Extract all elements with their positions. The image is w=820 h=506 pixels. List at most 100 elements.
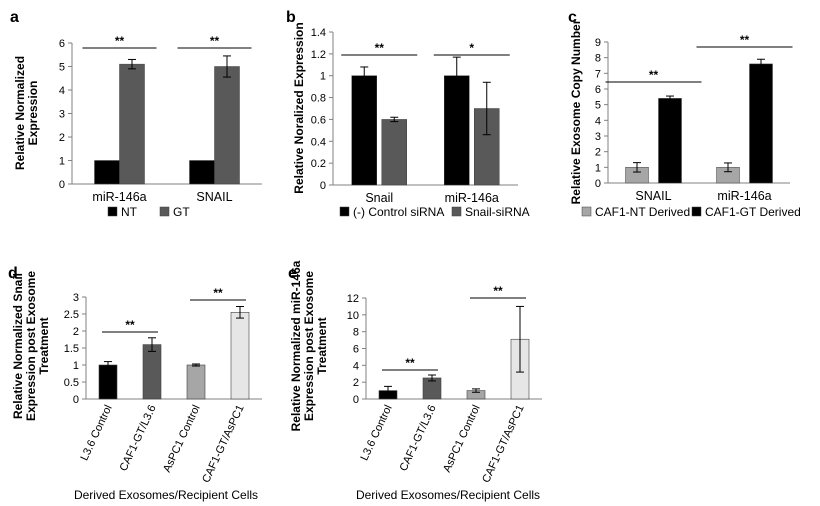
y-tick-label: 0.2 (311, 158, 326, 170)
y-tick-label: 0.6 (311, 114, 326, 126)
panel-d: d 0 0.5 1 1.5 2 2.5 3 Relative Normalized Snail E… (8, 265, 262, 502)
bar (186, 364, 206, 400)
legend-swatch (339, 206, 350, 217)
y-tick-label: 2 (595, 147, 601, 159)
y-tick-label: 2.5 (64, 309, 79, 321)
y-tick-label: 1 (320, 71, 326, 83)
significance-label: ** (125, 318, 135, 332)
y-tick-label: 1 (73, 360, 79, 372)
y-tick-label: 9 (595, 37, 601, 49)
y-axis-label: Relative Noralized Expression (292, 22, 306, 193)
legend-swatch (107, 206, 118, 217)
y-tick-label: 1.5 (64, 343, 79, 355)
y-tick-label: 0.8 (311, 93, 326, 105)
y-axis-label: Relative Normalized miR-146a (289, 260, 303, 431)
x-category-label: SNAIL (635, 189, 671, 203)
y-axis-label: Relative Normalized Snail (11, 273, 25, 419)
x-category-label: miR-146a (445, 191, 499, 205)
significance-label: ** (375, 41, 385, 55)
y-tick-label: 5 (595, 100, 601, 112)
panel-letter: c (568, 9, 577, 26)
bar (749, 63, 773, 184)
x-axis-label: Derived Exosomes/Recipient Cells (74, 488, 258, 502)
bar (119, 63, 145, 185)
x-category-label: CAF1-GT/AsPC1 (200, 403, 247, 485)
panel-letter: d (8, 265, 18, 282)
x-category-label: SNAIL (196, 190, 232, 204)
significance-label: ** (213, 286, 223, 300)
panel-letter: e (288, 265, 297, 282)
y-axis-label: Expression post Exosome (24, 271, 38, 421)
y-tick-label: 1.2 (311, 49, 326, 61)
y-tick-label: 3 (59, 109, 65, 121)
bar (94, 160, 120, 185)
y-tick-label: 6 (353, 344, 359, 356)
y-tick-label: 6 (59, 38, 65, 50)
legend-label: Snail-siRNA (465, 205, 530, 219)
y-tick-label: 3 (595, 131, 601, 143)
legend-swatch (581, 206, 592, 217)
bar (189, 160, 215, 185)
y-tick-label: 4 (595, 115, 601, 127)
significance-label: ** (493, 284, 503, 298)
y-tick-label: 12 (347, 293, 359, 305)
y-tick-label: 8 (353, 327, 359, 339)
significance-label: ** (405, 356, 415, 370)
y-tick-label: 2 (353, 377, 359, 389)
bar (658, 98, 682, 184)
panel-letter: a (10, 9, 19, 26)
legend-swatch (159, 206, 170, 217)
panel-letter: b (286, 9, 296, 26)
y-axis-label: Treatment (37, 317, 51, 374)
x-category-label: Snail (365, 191, 393, 205)
x-category-label: CAF1-GT/L3.6 (398, 403, 439, 473)
y-tick-label: 0.5 (64, 377, 79, 389)
legend-label: CAF1-NT Derived (595, 205, 690, 219)
y-tick-label: 8 (595, 53, 601, 65)
y-tick-label: 1 (595, 162, 601, 174)
significance-label: ** (115, 34, 125, 48)
y-axis-label: Relative Exosome Copy Number (569, 19, 583, 204)
y-axis-label: Expression (26, 81, 40, 146)
bar (214, 66, 240, 185)
x-category-label: CAF1-GT/AsPC1 (480, 403, 527, 485)
x-category-label: CAF1-GT/L3.6 (118, 403, 159, 473)
legend-label: NT (121, 205, 138, 219)
y-axis-label: Treatment (315, 317, 329, 374)
y-tick-label: 2 (59, 132, 65, 144)
y-tick-label: 1 (59, 156, 65, 168)
y-tick-label: 1.4 (311, 27, 326, 39)
y-tick-label: 2 (73, 326, 79, 338)
y-tick-label: 10 (347, 310, 359, 322)
x-category-label: miR-146a (717, 189, 771, 203)
y-tick-label: 0.4 (311, 136, 326, 148)
y-tick-label: 5 (59, 62, 65, 74)
panel-b: b 0 0.2 0.4 0.6 0.8 1 1.2 1.4 Relative Noralized … (286, 9, 530, 219)
x-category-label: miR-146a (92, 190, 146, 204)
y-axis-label: Relative Normalized (13, 56, 27, 170)
legend-swatch (451, 206, 462, 217)
significance-label: ** (649, 68, 659, 82)
x-category-label: L3.6 Control (79, 403, 115, 462)
legend-label: GT (173, 205, 190, 219)
y-tick-label: 0 (59, 179, 65, 191)
significance-label: ** (740, 33, 750, 47)
x-axis-label: Derived Exosomes/Recipient Cells (356, 488, 540, 502)
legend-label: (-) Control siRNA (353, 205, 444, 219)
bar (98, 364, 118, 400)
panel-e: e 0 2 4 6 8 10 12 Relative Normalized miR-146a Ex… (288, 260, 542, 502)
significance-label: ** (210, 34, 220, 48)
bar (381, 119, 407, 186)
y-tick-label: 6 (595, 84, 601, 96)
x-category-label: AsPC1 Control (161, 403, 203, 474)
y-tick-label: 0 (595, 178, 601, 190)
y-tick-label: 0 (353, 394, 359, 406)
bar (230, 311, 250, 400)
y-tick-label: 4 (353, 360, 359, 372)
panel-c: c 0 1 2 3 4 5 6 7 8 9 Relative Exosome Copy Number S… (568, 9, 801, 219)
legend-swatch (691, 206, 702, 217)
x-category-label: AsPC1 Control (441, 403, 483, 474)
bar (142, 344, 162, 400)
panel-a: a 0 1 2 3 4 5 6 Relative Normalized Expression miR… (10, 9, 262, 219)
